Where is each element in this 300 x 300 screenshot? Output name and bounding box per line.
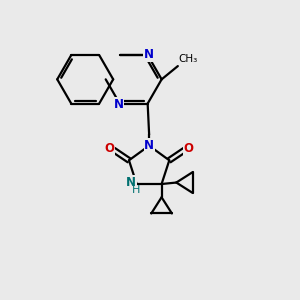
Text: O: O bbox=[105, 142, 115, 155]
Text: N: N bbox=[143, 48, 154, 61]
Text: CH₃: CH₃ bbox=[178, 54, 198, 64]
Text: H: H bbox=[132, 185, 140, 195]
Text: N: N bbox=[144, 139, 154, 152]
Text: N: N bbox=[114, 98, 124, 111]
Text: O: O bbox=[183, 142, 194, 155]
Text: N: N bbox=[126, 176, 136, 189]
